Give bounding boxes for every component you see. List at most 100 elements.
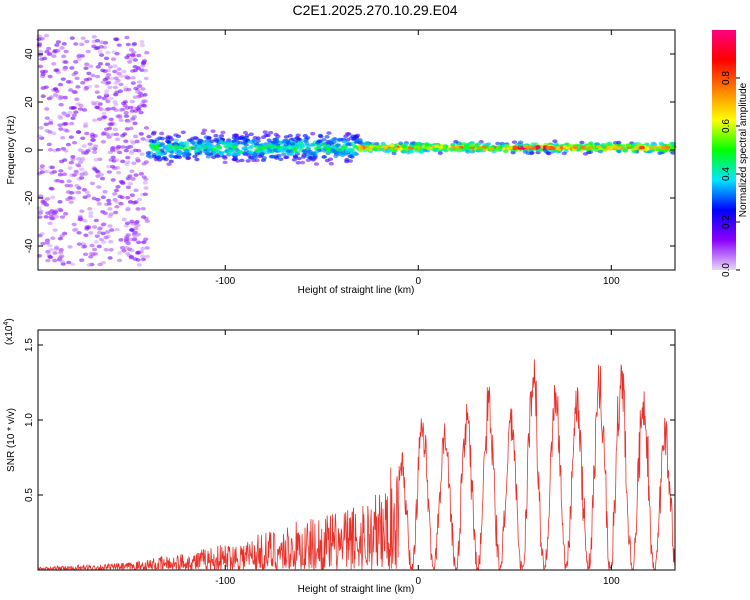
spectrogram-cell	[260, 158, 267, 163]
spectrogram-cell	[159, 131, 165, 136]
spectrogram-cell	[135, 207, 141, 211]
spectrogram-cell	[209, 139, 215, 144]
spectrogram-cell	[222, 160, 228, 165]
spectrogram-cell	[626, 143, 632, 148]
spectrogram-cell	[54, 43, 60, 47]
spectrogram-cell	[414, 142, 420, 146]
y-tick-label: -20	[24, 190, 35, 205]
spectrogram-cell	[44, 128, 50, 133]
spectrogram-cell	[358, 146, 364, 150]
spectrogram-cell	[96, 226, 103, 231]
spectrogram-cell	[66, 179, 72, 184]
spectrogram-cell	[159, 152, 165, 156]
spectrogram-cells	[36, 33, 677, 267]
spectrogram-cell	[434, 144, 440, 149]
spectrogram-cell	[100, 195, 106, 200]
spectrogram-cell	[48, 95, 54, 99]
spectrogram-cell	[103, 92, 109, 96]
spectrogram-cell	[108, 122, 114, 127]
spectrogram-cell	[46, 46, 52, 51]
spectrogram-cell	[128, 57, 134, 61]
spectrogram-cell	[326, 131, 332, 135]
spectrogram-cell	[595, 144, 602, 149]
spectrogram-axes: -100 0 100 -40 -20 0 20 40	[24, 30, 675, 287]
spectrogram-cell	[328, 139, 334, 144]
spectrogram-cell	[100, 260, 106, 265]
spectrogram-cell	[124, 162, 130, 167]
spectrogram-cell	[133, 226, 139, 231]
spectrogram-cell	[587, 145, 593, 150]
spectrogram-cell	[107, 214, 113, 219]
spectrogram-cell	[417, 149, 424, 154]
spectrogram-cell	[75, 85, 81, 89]
spectrogram-cell	[572, 145, 578, 150]
spectrogram-cell	[76, 242, 82, 246]
spectrogram-cell	[391, 151, 397, 156]
spectrogram-cell	[57, 236, 63, 241]
spectrogram-cell	[96, 185, 102, 189]
spectrogram-cell	[90, 138, 96, 142]
spectrogram-cell	[63, 60, 69, 64]
spectrogram-cell	[138, 131, 144, 136]
spectrogram-cell	[232, 141, 238, 146]
spectrogram-cell	[63, 49, 69, 54]
spectrogram-cell	[173, 144, 179, 148]
spectrogram-cell	[57, 172, 64, 177]
spectrogram-cell	[107, 65, 114, 69]
spectrogram-cell	[59, 46, 65, 50]
spectrogram-cell	[86, 225, 92, 230]
spectrogram-cell	[72, 90, 79, 94]
spectrogram-cell	[151, 130, 157, 135]
spectrogram-cell	[268, 130, 274, 135]
spectrogram-cell	[124, 55, 130, 60]
spectrogram-cell	[106, 198, 112, 203]
spectrogram-cell	[250, 156, 256, 160]
spectrogram-cell	[53, 87, 59, 91]
spectrogram-cell	[47, 254, 53, 259]
spectrogram-cell	[550, 146, 556, 151]
spectrogram-cell	[631, 149, 637, 154]
spectrogram-cell	[143, 99, 149, 104]
spectrogram-cell	[503, 149, 509, 154]
colorbar-ticks: 0.0 0.2 0.4 0.6 0.8	[721, 71, 740, 277]
spectrogram-cell	[43, 169, 50, 174]
spectrogram-cell	[64, 129, 70, 133]
spectrogram-cell	[652, 145, 658, 149]
spectrogram-cell	[84, 62, 90, 67]
spectrogram-cell	[321, 137, 327, 142]
spectrogram-cell	[69, 262, 76, 267]
spectrogram-cell	[344, 131, 350, 136]
spectrogram-cell	[331, 145, 337, 150]
spectrogram-cell	[112, 64, 118, 68]
spectrogram-cell	[133, 173, 139, 177]
spectrogram-cell	[345, 142, 351, 147]
spectrogram-cell	[253, 144, 260, 149]
spectrogram-cell	[38, 126, 44, 130]
spectrogram-cell	[137, 84, 143, 88]
spectrogram-cell	[266, 149, 272, 154]
spectrogram-cell	[616, 149, 622, 154]
spectrogram-cell	[136, 263, 142, 267]
spectrogram-cell	[210, 155, 217, 159]
spectrogram-x-label: Height of straight line (km)	[298, 285, 415, 296]
spectrogram-cell	[453, 139, 459, 144]
spectrogram-cell	[594, 142, 601, 146]
spectrogram-cell	[73, 170, 79, 174]
spectrogram-cell	[114, 200, 120, 205]
spectrogram-cell	[94, 84, 100, 89]
spectrogram-cell	[325, 144, 331, 148]
spectrogram-cell	[282, 139, 288, 143]
x-tick-label: -100	[215, 576, 235, 587]
spectrogram-cell	[241, 146, 247, 150]
spectrogram-cell	[89, 132, 96, 137]
spectrogram-cell	[158, 143, 164, 148]
spectrogram-cell	[437, 151, 443, 155]
spectrogram-cell	[133, 188, 139, 193]
spectrogram-cell	[115, 185, 121, 189]
spectrogram-cell	[239, 158, 245, 163]
spectrogram-cell	[123, 110, 129, 115]
colorbar: 0.0 0.2 0.4 0.6 0.8 Normalized spectral ampl…	[712, 30, 749, 277]
snr-multiplier-base: (x10	[4, 325, 15, 345]
spectrogram-cell	[91, 44, 97, 49]
